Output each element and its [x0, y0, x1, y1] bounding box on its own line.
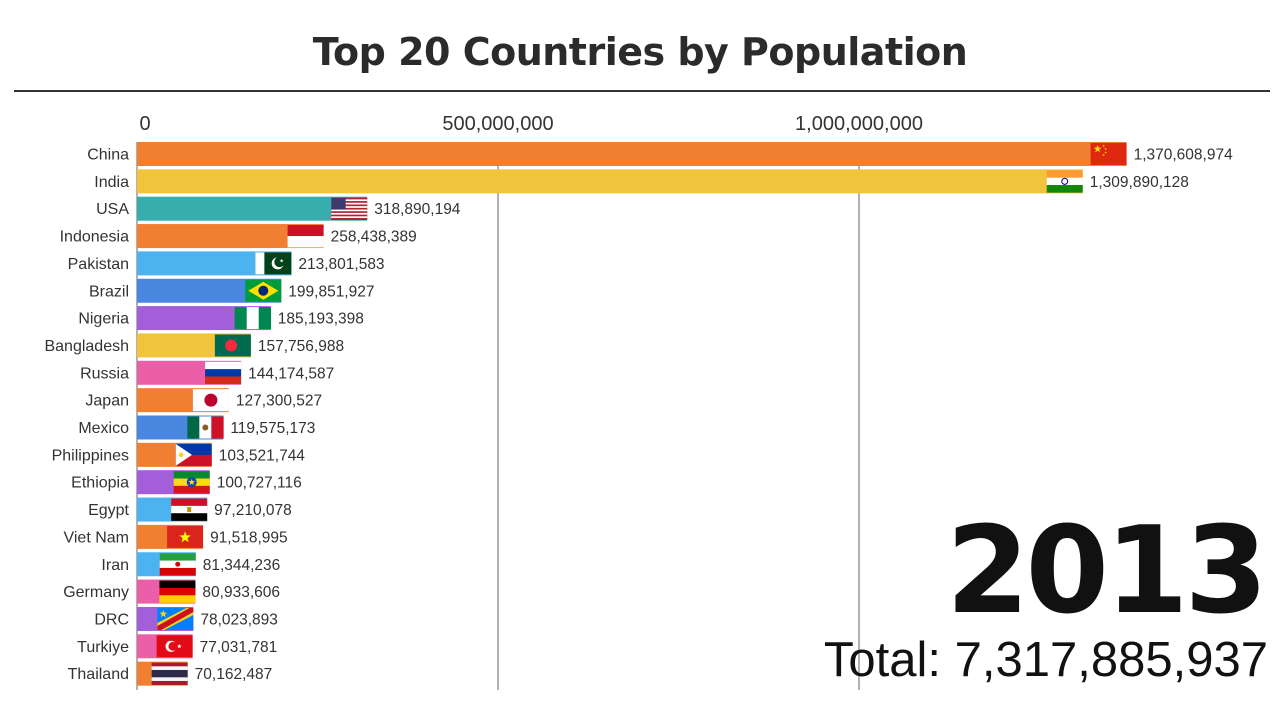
- total-label: Total: 7,317,885,937: [823, 633, 1268, 687]
- value-label: 77,031,781: [200, 639, 278, 656]
- bar-row: Turkiye 77,031,781: [77, 634, 278, 659]
- value-label: 81,344,236: [203, 557, 281, 574]
- bar-row: Philippines 103,521,744: [52, 442, 306, 467]
- bar: [137, 142, 1127, 166]
- bar-row: Japan 127,300,527: [85, 388, 322, 413]
- bar-row: Brazil 199,851,927: [89, 278, 374, 303]
- bar-row: Bangladesh 157,756,988: [44, 333, 344, 358]
- thailand-flag-icon: [151, 662, 188, 685]
- category-label: Germany: [63, 584, 129, 601]
- bar-row: China 1,370,608,974: [87, 142, 1233, 166]
- value-label: 157,756,988: [258, 338, 344, 355]
- indonesia-flag-icon: [287, 225, 324, 248]
- value-label: 1,309,890,128: [1090, 174, 1189, 191]
- category-label: Iran: [101, 557, 129, 574]
- value-label: 70,162,487: [195, 666, 273, 683]
- india-flag-icon: [1046, 170, 1083, 193]
- year-label: 2013: [946, 502, 1268, 641]
- category-label: Philippines: [52, 447, 129, 464]
- bangladesh-flag-icon: [214, 334, 251, 357]
- chart-title: Top 20 Countries by Population: [312, 30, 968, 74]
- bar-row: Egypt 97,210,078: [88, 497, 292, 522]
- value-label: 91,518,995: [210, 529, 288, 546]
- japan-flag-icon: [192, 389, 229, 412]
- egypt-flag-icon: [171, 498, 208, 521]
- value-label: 185,193,398: [278, 311, 364, 328]
- category-label: Turkiye: [77, 639, 129, 656]
- usa-flag-icon: [331, 197, 368, 220]
- mexico-flag-icon: [187, 416, 224, 439]
- category-label: Ethiopia: [71, 475, 129, 492]
- category-label: Mexico: [78, 420, 129, 437]
- value-label: 119,575,173: [230, 420, 315, 437]
- russia-flag-icon: [205, 361, 242, 385]
- category-label: Viet Nam: [63, 529, 129, 546]
- nigeria-flag-icon: [234, 307, 272, 330]
- category-label: Russia: [80, 365, 129, 382]
- x-tick-label: 500,000,000: [442, 113, 553, 135]
- bar: [137, 196, 368, 221]
- x-tick-label: 0: [139, 113, 150, 135]
- bar-row: DRC 78,023,893: [94, 606, 278, 631]
- philippines-flag-icon: [175, 443, 212, 467]
- category-label: Egypt: [88, 502, 129, 519]
- value-label: 144,174,587: [248, 365, 334, 382]
- drc-flag-icon: [157, 607, 194, 630]
- bar-row: Thailand 70,162,487: [68, 661, 273, 686]
- value-label: 258,438,389: [331, 229, 417, 246]
- x-tick-label: 1,000,000,000: [795, 113, 923, 135]
- ethiopia-flag-icon: [173, 471, 210, 494]
- category-label: DRC: [94, 611, 129, 628]
- bar-row: Ethiopia 100,727,116: [71, 470, 302, 495]
- value-label: 80,933,606: [202, 584, 280, 601]
- category-label: Nigeria: [78, 311, 129, 328]
- value-label: 318,890,194: [374, 201, 461, 218]
- vietnam-flag-icon: [167, 525, 204, 548]
- bar-row: Indonesia 258,438,389: [60, 224, 417, 249]
- bar-row: Nigeria 185,193,398: [78, 306, 364, 331]
- category-label: Japan: [85, 393, 129, 410]
- value-label: 1,370,608,974: [1134, 147, 1234, 164]
- germany-flag-icon: [159, 580, 196, 603]
- bar-row: Mexico 119,575,173: [78, 415, 315, 440]
- value-label: 199,851,927: [288, 283, 374, 300]
- bar-row: USA 318,890,194: [96, 196, 461, 221]
- turkiye-flag-icon: [156, 635, 193, 658]
- bar-row: Viet Nam 91,518,995: [63, 524, 288, 549]
- pakistan-flag-icon: [255, 252, 292, 275]
- category-label: USA: [96, 201, 129, 218]
- value-label: 78,023,893: [200, 611, 278, 628]
- bar-row: Pakistan 213,801,583: [68, 251, 385, 276]
- value-label: 213,801,583: [298, 256, 384, 273]
- iran-flag-icon: [159, 553, 196, 576]
- title-divider: [14, 90, 1270, 92]
- value-label: 100,727,116: [217, 475, 302, 492]
- category-label: Bangladesh: [44, 338, 129, 355]
- category-label: Indonesia: [60, 229, 129, 246]
- value-label: 127,300,527: [236, 393, 322, 410]
- bar-row: Germany 80,933,606: [63, 579, 280, 604]
- bar-row: Russia 144,174,587: [80, 360, 334, 385]
- china-flag-icon: [1090, 143, 1127, 165]
- category-label: Pakistan: [68, 256, 129, 273]
- category-label: India: [94, 174, 129, 191]
- bar: [137, 169, 1083, 194]
- value-label: 97,210,078: [214, 502, 292, 519]
- category-label: Brazil: [89, 283, 129, 300]
- brazil-flag-icon: [245, 279, 282, 302]
- category-label: Thailand: [68, 666, 129, 683]
- category-label: China: [87, 147, 129, 164]
- bar-row: India 1,309,890,128: [94, 169, 1189, 194]
- value-label: 103,521,744: [219, 447, 306, 464]
- bar-row: Iran 81,344,236: [101, 552, 281, 577]
